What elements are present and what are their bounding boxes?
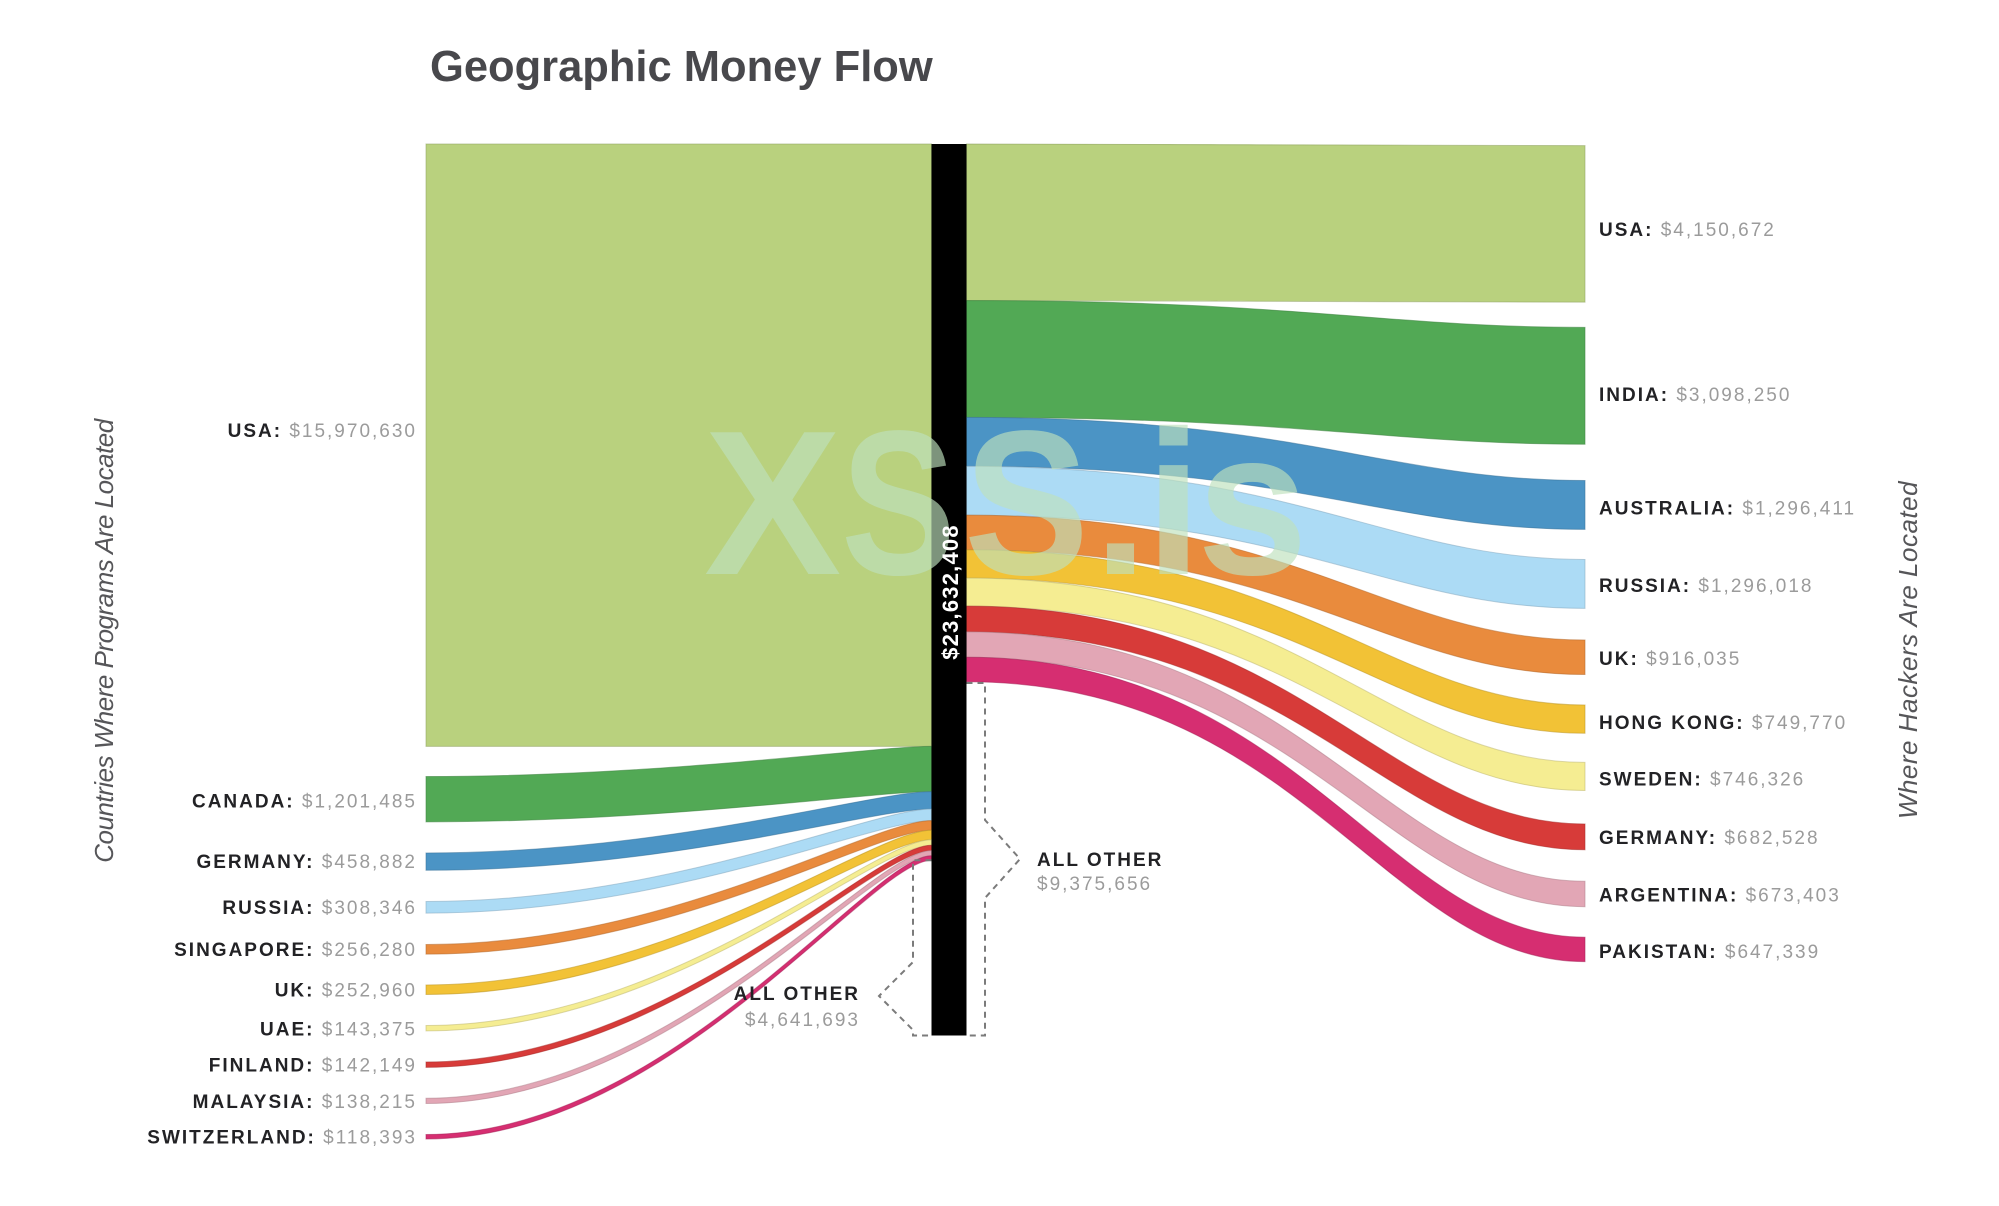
svg-text:RUSSIA: $308,346: RUSSIA: $308,346 <box>222 898 417 919</box>
svg-text:Where Hackers Are Located: Where Hackers Are Located <box>1893 480 1923 819</box>
svg-text:$9,375,656: $9,375,656 <box>1037 874 1152 895</box>
svg-text:RUSSIA: $1,296,018: RUSSIA: $1,296,018 <box>1599 576 1814 597</box>
svg-text:GERMANY: $682,528: GERMANY: $682,528 <box>1599 828 1820 849</box>
svg-text:S: S <box>841 388 956 618</box>
svg-text:UK: $916,035: UK: $916,035 <box>1599 649 1741 670</box>
svg-text:AUSTRALIA: $1,296,411: AUSTRALIA: $1,296,411 <box>1599 498 1856 519</box>
svg-text:FINLAND: $142,149: FINLAND: $142,149 <box>209 1056 417 1077</box>
svg-text:i: i <box>1145 388 1202 618</box>
svg-text:$4,641,693: $4,641,693 <box>745 1010 860 1031</box>
svg-text:SWITZERLAND: $118,393: SWITZERLAND: $118,393 <box>147 1128 417 1149</box>
svg-text:s: s <box>1197 387 1308 618</box>
svg-text:ARGENTINA: $673,403: ARGENTINA: $673,403 <box>1599 886 1841 907</box>
svg-text:UK: $252,960: UK: $252,960 <box>275 980 417 1001</box>
svg-text:CANADA: $1,201,485: CANADA: $1,201,485 <box>192 791 417 812</box>
svg-text:INDIA: $3,098,250: INDIA: $3,098,250 <box>1599 385 1791 406</box>
svg-text:SINGAPORE: $256,280: SINGAPORE: $256,280 <box>174 940 417 961</box>
svg-text:MALAYSIA: $138,215: MALAYSIA: $138,215 <box>193 1092 417 1113</box>
svg-text:S: S <box>964 388 1089 618</box>
svg-text:X: X <box>704 388 841 618</box>
svg-text:ALL OTHER: ALL OTHER <box>1037 850 1163 871</box>
svg-text:USA: $15,970,630: USA: $15,970,630 <box>228 421 417 442</box>
svg-text:USA: $4,150,672: USA: $4,150,672 <box>1599 220 1776 241</box>
svg-text:PAKISTAN: $647,339: PAKISTAN: $647,339 <box>1599 942 1820 963</box>
svg-text:GERMANY: $458,882: GERMANY: $458,882 <box>196 852 417 873</box>
svg-text:ALL OTHER: ALL OTHER <box>734 984 860 1005</box>
svg-text:.: . <box>1094 389 1147 619</box>
svg-text:Geographic Money Flow: Geographic Money Flow <box>430 43 933 91</box>
svg-text:$23,632,408: $23,632,408 <box>938 524 963 660</box>
svg-text:HONG KONG: $749,770: HONG KONG: $749,770 <box>1599 713 1847 734</box>
svg-text:Countries Where Programs Are L: Countries Where Programs Are Located <box>89 417 119 863</box>
svg-text:SWEDEN: $746,326: SWEDEN: $746,326 <box>1599 769 1805 790</box>
svg-text:UAE: $143,375: UAE: $143,375 <box>260 1019 417 1040</box>
